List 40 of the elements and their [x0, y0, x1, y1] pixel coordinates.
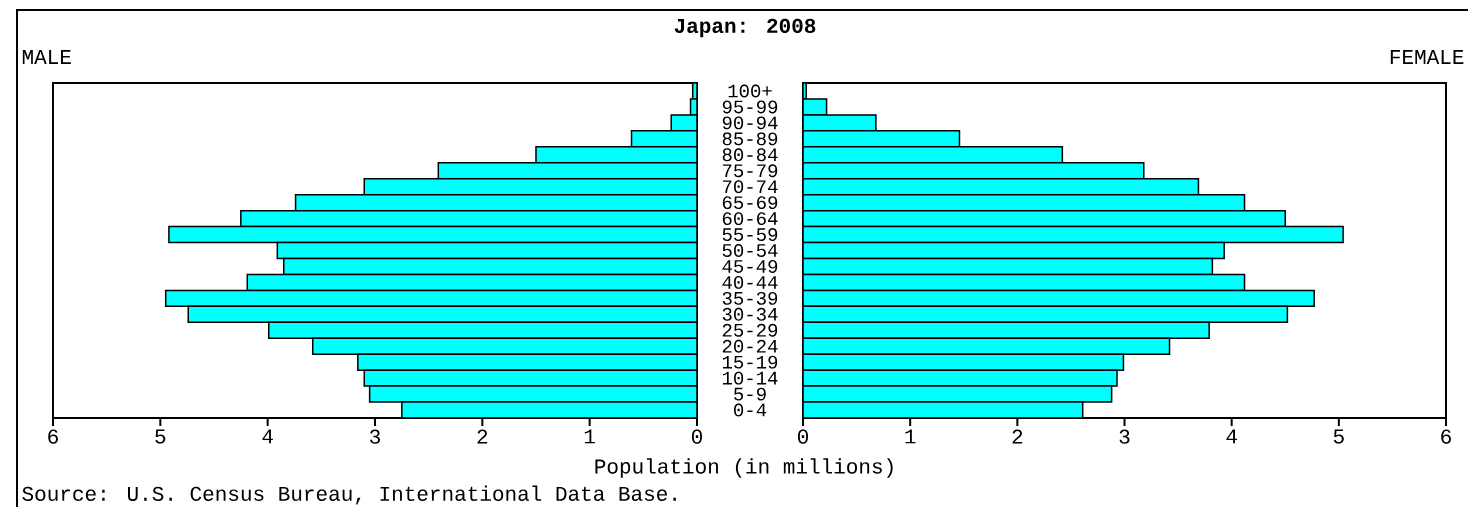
y-tick-label: 35-39	[722, 291, 778, 305]
y-tick-label: 85-89	[722, 132, 778, 146]
y-tick-label: 10-14	[722, 371, 778, 385]
x-tick-label: 5	[1333, 429, 1344, 444]
chart-title: FEMALE	[1390, 50, 1464, 64]
y-tick-label: 80-84	[722, 148, 778, 162]
y-tick-label: 20-24	[722, 339, 778, 353]
x-tick-label: 2	[1012, 429, 1023, 444]
source-note: Source: U.S. Census Bureau, International Data Base.	[22, 485, 676, 505]
x-tick-label: 6	[1441, 429, 1451, 444]
x-tick-label: 3	[1119, 429, 1130, 444]
y-tick-label: 50-54	[722, 244, 778, 257]
text: Japan: 2008	[674, 18, 816, 38]
y-tick-label: 65-69	[722, 196, 778, 210]
x-tick-label: 4	[262, 429, 273, 444]
y-tick-label: 100+	[728, 84, 772, 98]
y-tick-label: 90-94	[722, 116, 778, 130]
x-tick-label: 1	[584, 429, 595, 444]
y-tick-label: 75-79	[722, 164, 778, 178]
x-tick-label: 3	[370, 429, 380, 444]
x-axis-title: Population (in millions)	[595, 458, 893, 478]
y-tick-label: 0-4	[734, 403, 767, 417]
x-tick-label: 6	[48, 429, 58, 444]
y-tick-label: 70-74	[722, 180, 778, 194]
y-tick-label: 25-29	[722, 323, 778, 337]
chart-subtitle: MALE	[22, 50, 71, 64]
y-tick-label: 45-49	[722, 260, 778, 273]
y-tick-label: 60-64	[722, 212, 778, 226]
x-tick-label: 2	[477, 429, 488, 444]
y-tick-label: 30-34	[722, 307, 778, 321]
y-tick-label: 55-59	[722, 228, 778, 241]
x-tick-label: 4	[1226, 429, 1237, 444]
y-tick-label: 15-19	[722, 355, 778, 369]
y-tick-label: 5-9	[734, 387, 766, 401]
x-tick-label: 0	[797, 429, 809, 444]
y-tick-label: 95-99	[722, 100, 778, 114]
x-tick-label: 0	[691, 429, 702, 444]
y-tick-label: 40-44	[722, 275, 778, 289]
x-tick-label: 5	[155, 429, 166, 444]
x-tick-label: 1	[905, 429, 916, 444]
